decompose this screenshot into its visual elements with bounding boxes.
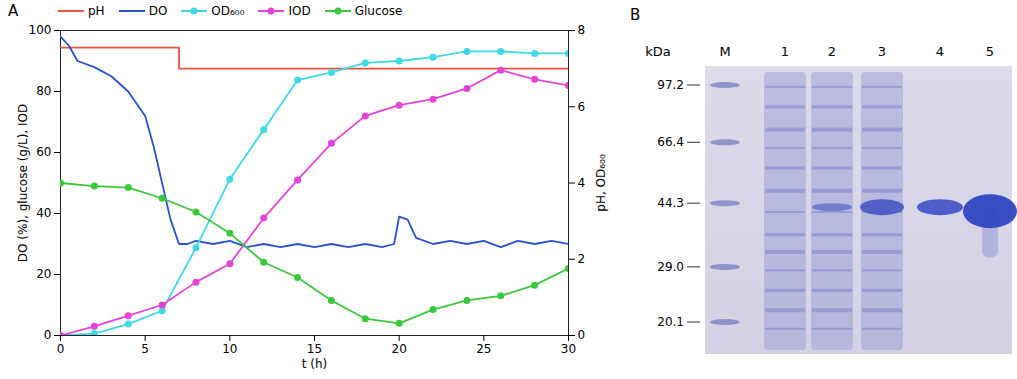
svg-text:15: 15	[307, 342, 322, 356]
svg-text:97.2: 97.2	[657, 78, 684, 92]
svg-text:3: 3	[878, 44, 886, 59]
svg-text:1: 1	[781, 44, 789, 59]
svg-text:pH, OD₆₀₀: pH, OD₆₀₀	[594, 154, 608, 212]
svg-text:2: 2	[828, 44, 836, 59]
html-text:pH: pH	[88, 4, 105, 18]
svg-text:M: M	[719, 44, 730, 59]
svg-text:40: 40	[36, 206, 51, 220]
svg-text:4: 4	[578, 176, 586, 190]
html-text:OD₆₀₀: OD₆₀₀	[211, 4, 245, 18]
svg-text:0: 0	[44, 328, 52, 342]
svg-text:B: B	[630, 6, 640, 24]
svg-text:6: 6	[578, 100, 586, 114]
svg-text:29.0: 29.0	[657, 260, 684, 274]
svg-text:44.3: 44.3	[657, 196, 684, 210]
svg-text:100: 100	[29, 23, 52, 37]
svg-text:t (h): t (h)	[302, 357, 328, 371]
svg-text:60: 60	[36, 145, 51, 159]
html-text:IOD: IOD	[288, 4, 311, 18]
svg-text:0: 0	[57, 342, 65, 356]
svg-text:4: 4	[936, 44, 944, 59]
svg-text:20: 20	[392, 342, 407, 356]
svg-text:25: 25	[476, 342, 491, 356]
html-text:Glucose: Glucose	[354, 4, 403, 18]
svg-text:5: 5	[141, 342, 149, 356]
svg-text:2: 2	[578, 252, 586, 266]
html-text:DO: DO	[148, 4, 168, 18]
html-text:A: A	[8, 2, 19, 20]
svg-text:30: 30	[561, 342, 576, 356]
svg-text:80: 80	[36, 84, 51, 98]
svg-text:10: 10	[222, 342, 237, 356]
svg-text:5: 5	[986, 44, 994, 59]
svg-text:8: 8	[578, 23, 586, 37]
svg-text:0: 0	[578, 328, 586, 342]
svg-text:20: 20	[36, 267, 51, 281]
svg-text:20.1: 20.1	[657, 315, 684, 329]
svg-text:66.4: 66.4	[657, 135, 684, 149]
svg-text:DO (%), glucose (g/L), IOD: DO (%), glucose (g/L), IOD	[16, 104, 30, 262]
svg-text:kDa: kDa	[645, 44, 671, 59]
